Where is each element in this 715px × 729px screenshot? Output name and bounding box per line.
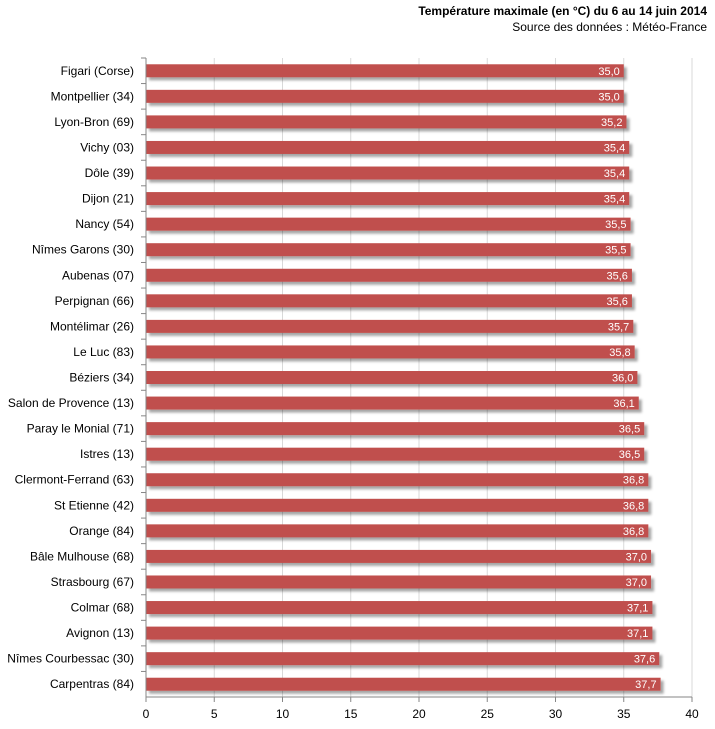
bar bbox=[146, 677, 661, 691]
category-label: Béziers (34) bbox=[69, 371, 134, 385]
bar bbox=[146, 652, 660, 666]
value-label: 36,5 bbox=[619, 424, 640, 436]
value-label: 36,0 bbox=[612, 373, 633, 385]
category-label: Montpellier (34) bbox=[51, 89, 134, 103]
axes: 0 5 10 15 20 25 30 35 40 Figari (Corse) Montpellie… bbox=[7, 57, 699, 721]
bar bbox=[146, 626, 653, 640]
value-label: 35,5 bbox=[605, 245, 626, 257]
bar bbox=[146, 396, 639, 410]
x-tick-label: 40 bbox=[685, 707, 699, 721]
category-label: Clermont-Ferrand (63) bbox=[15, 473, 134, 487]
bar bbox=[146, 294, 632, 308]
bar bbox=[146, 371, 638, 384]
x-tick-label: 30 bbox=[549, 707, 563, 721]
value-label: 37,7 bbox=[635, 679, 656, 691]
category-label: Le Luc (83) bbox=[73, 345, 134, 359]
value-label: 35,0 bbox=[598, 91, 619, 103]
bar bbox=[146, 268, 632, 282]
category-label: Nancy (54) bbox=[75, 217, 134, 231]
bar bbox=[146, 447, 645, 461]
bars: 35,0 35,0 35,2 35,4 35,4 35,4 35,5 35,5 35,6 35,6… bbox=[146, 64, 661, 691]
value-label: 35,5 bbox=[605, 219, 626, 231]
bar bbox=[146, 217, 631, 231]
value-label: 35,7 bbox=[608, 321, 629, 333]
x-tick-label: 5 bbox=[211, 707, 218, 721]
category-label: Dôle (39) bbox=[85, 166, 134, 180]
bar bbox=[146, 64, 624, 78]
bar bbox=[146, 243, 631, 257]
value-label: 35,4 bbox=[604, 194, 625, 206]
bar bbox=[146, 575, 652, 589]
category-label: Colmar (68) bbox=[71, 601, 134, 615]
category-label: Aubenas (07) bbox=[62, 268, 134, 282]
x-tick-label: 0 bbox=[143, 707, 150, 721]
bar bbox=[146, 524, 649, 538]
value-label: 35,0 bbox=[598, 66, 619, 78]
value-label: 35,2 bbox=[601, 117, 622, 129]
chart-subtitle: Source des données : Météo-France bbox=[512, 20, 707, 34]
category-label: Nîmes Courbessac (30) bbox=[7, 652, 134, 666]
value-label: 36,8 bbox=[623, 475, 644, 487]
category-label: Bâle Mulhouse (68) bbox=[30, 549, 134, 563]
bar bbox=[146, 498, 649, 512]
value-label: 36,8 bbox=[623, 526, 644, 538]
value-label: 35,8 bbox=[609, 347, 630, 359]
chart-title: Température maximale (en °C) du 6 au 14 … bbox=[418, 4, 707, 18]
value-label: 36,1 bbox=[613, 398, 634, 410]
category-label: Salon de Provence (13) bbox=[8, 396, 134, 410]
x-tick-label: 15 bbox=[344, 707, 358, 721]
category-label: Dijon (21) bbox=[82, 192, 134, 206]
bar bbox=[146, 192, 630, 206]
category-label: Montélimar (26) bbox=[50, 319, 134, 333]
x-tick-label: 25 bbox=[481, 707, 495, 721]
value-label: 37,6 bbox=[634, 654, 655, 666]
category-label: Avignon (13) bbox=[66, 626, 134, 640]
x-tick-label: 35 bbox=[617, 707, 631, 721]
category-label: Paray le Monial (71) bbox=[27, 422, 134, 436]
bar bbox=[146, 166, 630, 180]
value-label: 35,6 bbox=[607, 270, 628, 282]
value-label: 35,6 bbox=[607, 296, 628, 308]
bar bbox=[146, 115, 627, 129]
bar bbox=[146, 319, 634, 333]
value-label: 37,0 bbox=[626, 551, 647, 563]
category-label: St Etienne (42) bbox=[54, 498, 134, 512]
bar bbox=[146, 422, 645, 436]
bar bbox=[146, 89, 624, 103]
bar bbox=[146, 140, 630, 154]
value-label: 37,1 bbox=[627, 628, 648, 640]
value-label: 37,0 bbox=[626, 577, 647, 589]
value-label: 35,4 bbox=[604, 142, 625, 154]
value-label: 36,5 bbox=[619, 449, 640, 461]
category-label: Figari (Corse) bbox=[61, 64, 134, 78]
bar bbox=[146, 549, 652, 563]
category-label: Carpentras (84) bbox=[50, 677, 134, 691]
value-label: 35,4 bbox=[604, 168, 625, 180]
bar bbox=[146, 345, 635, 359]
value-label: 37,1 bbox=[627, 603, 648, 615]
category-label: Nîmes Garons (30) bbox=[32, 243, 134, 257]
bar bbox=[146, 473, 649, 487]
category-label: Orange (84) bbox=[69, 524, 134, 538]
category-label: Lyon-Bron (69) bbox=[54, 115, 134, 129]
x-tick-label: 10 bbox=[276, 707, 290, 721]
category-label: Perpignan (66) bbox=[55, 294, 134, 308]
bar bbox=[146, 601, 653, 615]
category-label: Strasbourg (67) bbox=[51, 575, 134, 589]
category-label: Vichy (03) bbox=[80, 140, 134, 154]
x-tick-label: 20 bbox=[412, 707, 426, 721]
value-label: 36,8 bbox=[623, 500, 644, 512]
category-label: Istres (13) bbox=[80, 447, 134, 461]
